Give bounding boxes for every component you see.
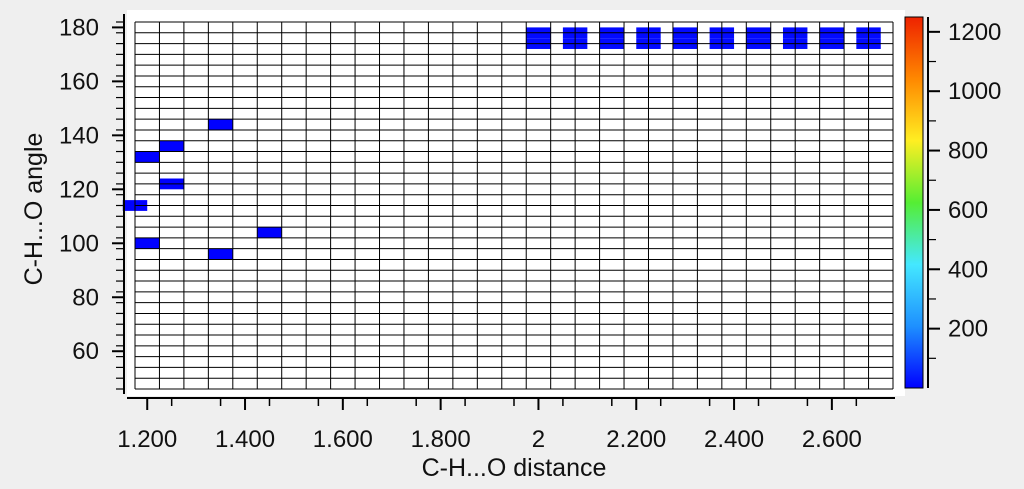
x-tick-label: 1.400 <box>215 426 275 453</box>
x-tick-label: 2.200 <box>606 426 666 453</box>
y-axis-label: C-H...O angle <box>20 133 48 286</box>
colorbar-tick-label: 400 <box>948 256 988 283</box>
y-tick-label: 180 <box>59 14 99 41</box>
colorbar-tick-label: 1000 <box>948 78 1001 105</box>
x-tick-label: 2 <box>532 426 545 453</box>
y-tick-label: 120 <box>59 176 99 203</box>
heatmap-cell <box>135 237 160 249</box>
y-tick-label: 140 <box>59 122 99 149</box>
colorbar-tick-label: 1200 <box>948 19 1001 46</box>
x-tick-label: 2.400 <box>704 426 764 453</box>
plot-area <box>127 10 905 396</box>
colorbar-tick-label: 600 <box>948 197 988 224</box>
grid-lines <box>134 21 894 390</box>
heatmap-cell <box>257 227 282 238</box>
heatmap-cell <box>208 248 233 260</box>
heatmap-cell <box>135 151 160 163</box>
x-axis-label: C-H...O distance <box>422 454 607 482</box>
y-tick-label: 160 <box>59 68 99 95</box>
colorbar-tick-label: 800 <box>948 138 988 165</box>
y-tick-label: 80 <box>72 284 99 311</box>
axes: 1.200 1.400 1.600 1.800 2 2.200 2.400 2.600 60 80… <box>59 14 895 453</box>
y-tick-label: 60 <box>72 338 99 365</box>
colorbar-gradient <box>904 16 924 389</box>
x-tick-label: 1.800 <box>411 426 471 453</box>
x-tick-label: 1.200 <box>117 426 177 453</box>
y-tick-label: 100 <box>59 230 99 257</box>
colorbar: 200 400 600 800 1000 1200 <box>904 16 1001 389</box>
x-tick-label: 2.600 <box>802 426 862 453</box>
colorbar-tick-label: 200 <box>948 316 988 343</box>
x-tick-label: 1.600 <box>313 426 373 453</box>
heatmap-cell <box>208 119 233 130</box>
heatmap-cell <box>159 140 184 152</box>
